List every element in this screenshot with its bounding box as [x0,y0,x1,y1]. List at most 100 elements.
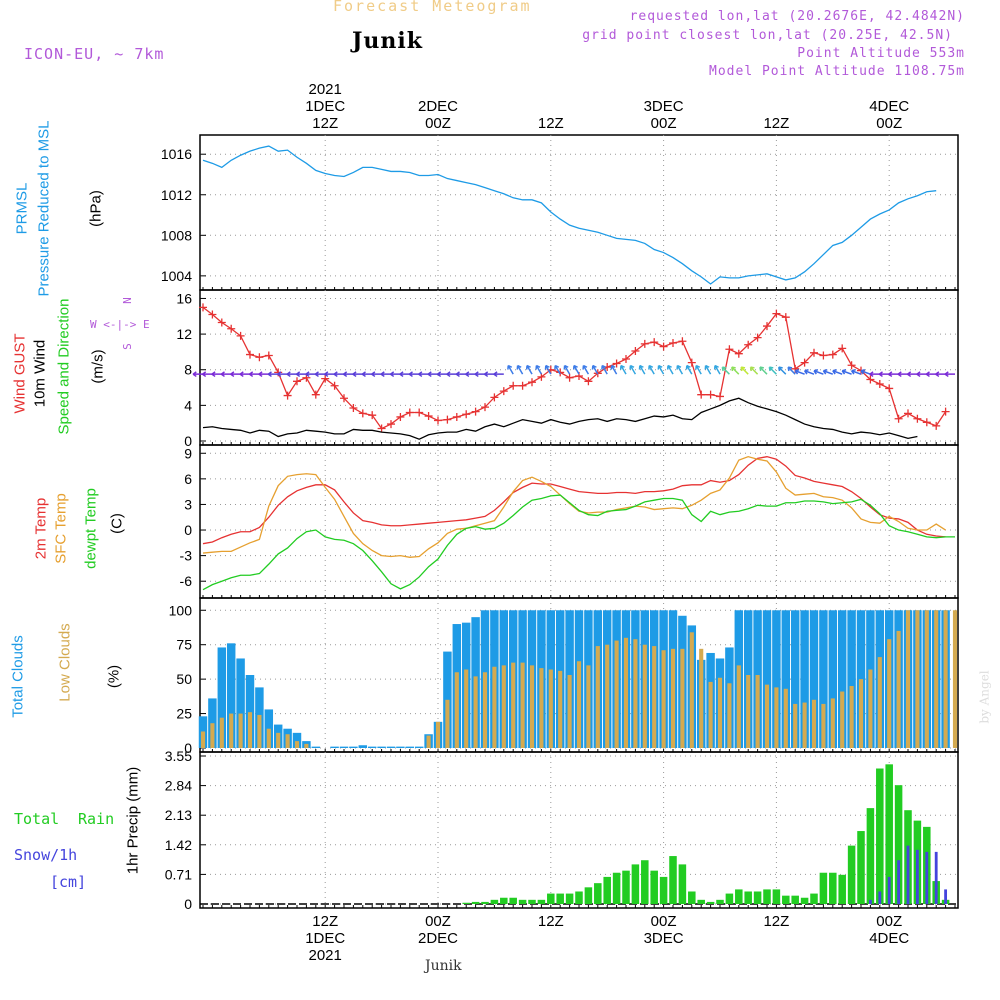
ytick-label-clouds: 25 [176,706,192,722]
wind-direction-arrow [436,371,448,378]
gust-marker [828,350,837,359]
snow-bar [897,860,901,904]
low-cloud-bar [520,662,525,748]
low-cloud-bar [586,665,591,748]
wind-direction-arrow [916,371,927,378]
time-axis-bottom-label: 00Z [425,913,451,930]
gust-marker [847,361,856,370]
wind-direction-arrow [427,371,438,378]
wind-direction-arrow [474,371,485,378]
low-cloud-bar [774,687,779,748]
low-cloud-bar [689,632,694,748]
low-cloud-bar [783,688,788,748]
low-cloud-bar [699,648,704,748]
total-cloud-bar [800,610,809,748]
snow-bar [906,845,910,904]
model-label: ICON-EU, ~ 7km [24,45,165,63]
wind-direction-arrow [713,364,721,375]
ytick-label-precip: 0.71 [165,866,192,882]
wind-direction-arrow [352,371,363,378]
total-cloud-bar [762,610,772,748]
precip-legend-rain: Rain [78,810,115,828]
rain-bar [622,870,630,904]
low-cloud-bar [294,741,300,748]
rain-bar [603,876,611,904]
low-cloud-bar [426,735,431,748]
gust-marker [781,313,790,322]
rain-bar [688,891,696,904]
time-axis-top-label: 1DEC [305,98,345,115]
time-axis-bottom-label: 3DEC [644,930,684,947]
time-axis-bottom-label: 00Z [651,913,677,930]
rain-bar [894,785,903,904]
gust-marker [462,410,471,419]
rain-bar [838,874,846,904]
ytick-label-temperature: 6 [184,471,192,487]
low-cloud-bar [652,646,657,748]
gust-marker [669,339,677,347]
gust-marker [387,420,395,429]
ytick-label-wind: 4 [184,397,192,413]
total-cloud-bar [367,746,377,748]
wind-direction-arrow [666,364,674,375]
rain-bar [678,864,687,904]
time-axis-top-label: 4DEC [869,98,909,115]
gust-marker [894,414,903,423]
gust-marker [490,393,499,402]
model-altitude: Model Point Altitude 1108.75m [709,64,965,79]
gust-marker [556,368,565,377]
ytick-label-precip: 2.13 [165,807,192,823]
low-cloud-bar [219,717,224,748]
low-cloud-bar [924,610,929,748]
rain-bar [669,856,677,904]
low-cloud-bar [595,646,600,748]
wind-direction-arrow [333,371,344,378]
low-cloud-bar [952,610,958,748]
rain-bar [462,902,470,904]
ytick-label-temperature: 3 [184,496,192,512]
total-cloud-bar [311,746,321,748]
low-cloud-bar [266,728,271,748]
rain-bar [744,891,752,904]
wind-direction-arrow [483,371,495,378]
low-cloud-bar [567,675,572,748]
total-cloud-bar [809,610,819,748]
location-title: Junik [352,28,423,54]
gust-marker [321,374,330,383]
gust-marker [922,418,931,427]
wind-direction-arrow [286,371,297,378]
wind-direction-arrow [704,364,712,375]
wind-direction-arrow [361,371,373,378]
gust-marker [753,333,762,342]
wind-direction-arrow [582,364,590,375]
wind-direction-arrow [906,371,918,378]
total-cloud-bar [377,746,386,748]
low-cloud-bar [868,669,873,748]
ytick-label-pressure: 1004 [161,268,192,284]
low-cloud-bar [642,644,647,748]
gust-marker [330,381,339,390]
gust-marker [697,390,706,399]
dewpt-line [202,494,955,591]
rain-bar [857,831,865,904]
gust-marker [800,358,809,367]
rain-bar [697,899,705,904]
top-title: Forecast Meteogram [333,0,532,15]
wind-direction-arrow [572,364,580,375]
wind-direction-arrow [342,371,354,378]
low-cloud-bar [473,676,478,748]
rain-bar [725,893,734,904]
rain-bar [481,901,489,904]
low-cloud-bar [482,672,488,748]
rain-bar [509,897,517,904]
wind-direction-arrow [832,369,843,375]
precip-legend-unit: [cm] [50,873,87,891]
rain-bar [518,899,527,904]
wind-direction-arrow [418,371,429,378]
wind-direction-arrow [619,364,627,375]
wind-direction-arrow [768,366,777,375]
rain-bar [575,891,583,904]
low-cloud-bar [548,669,553,748]
rain-bar [490,899,499,904]
rain-bar [885,764,893,904]
